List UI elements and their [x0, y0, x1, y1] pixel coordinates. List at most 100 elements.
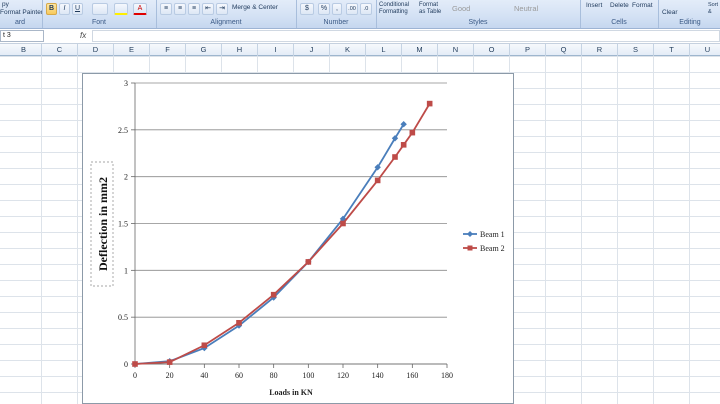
- chart-area[interactable]: 0 0.5 1 1.5 2 2.5 3 0 20 40 60 80 100 120 140 160 180 Loa…: [82, 73, 514, 404]
- y-axis-label[interactable]: Deflection in mm2: [96, 177, 110, 271]
- column-header[interactable]: U: [690, 44, 720, 56]
- format-painter-button[interactable]: Format Painter: [0, 9, 43, 16]
- sort-filter-button[interactable]: Sort & Filter: [708, 2, 719, 15]
- y-tick-label: 0: [124, 360, 128, 369]
- column-header[interactable]: T: [654, 44, 690, 56]
- clear-button[interactable]: Clear: [662, 9, 678, 16]
- column-header[interactable]: H: [222, 44, 258, 56]
- data-point[interactable]: [132, 361, 138, 367]
- percent-button[interactable]: %: [318, 3, 330, 15]
- grid-line: [41, 56, 42, 404]
- clipboard-group-label: ard: [14, 19, 26, 26]
- column-header[interactable]: L: [366, 44, 402, 56]
- number-group-label: Number: [323, 19, 349, 26]
- data-point[interactable]: [270, 291, 277, 298]
- line-chart[interactable]: 0 0.5 1 1.5 2 2.5 3 0 20 40 60 80 100 120 140 160 180 Loa…: [83, 74, 515, 404]
- merge-center-button[interactable]: Merge & Center: [232, 4, 278, 11]
- column-header[interactable]: M: [402, 44, 438, 56]
- y-tick-label: 3: [124, 79, 128, 88]
- y-tick-label: 2.5: [118, 126, 128, 135]
- data-point[interactable]: [374, 177, 381, 184]
- style-good[interactable]: Good: [452, 4, 471, 13]
- y-tick-label: 1: [124, 266, 128, 275]
- increase-indent-icon[interactable]: ⇥: [216, 3, 228, 15]
- currency-button[interactable]: $: [300, 3, 314, 15]
- group-divider: [658, 0, 659, 28]
- column-header[interactable]: B: [6, 44, 42, 56]
- column-header[interactable]: C: [42, 44, 78, 56]
- column-header[interactable]: D: [78, 44, 114, 56]
- column-header[interactable]: K: [330, 44, 366, 56]
- conditional-formatting-button[interactable]: Conditional Formatting: [379, 2, 410, 15]
- y-tick-label: 2: [124, 173, 128, 182]
- increase-decimal-button[interactable]: .00: [346, 3, 358, 15]
- column-header[interactable]: O: [474, 44, 510, 56]
- comma-button[interactable]: ,: [332, 3, 342, 15]
- underline-button[interactable]: U: [72, 3, 83, 15]
- cells-group-label: Cells: [611, 19, 627, 26]
- series-line[interactable]: [134, 123, 405, 365]
- delete-cells-button[interactable]: Delete: [610, 2, 629, 9]
- bold-button[interactable]: B: [46, 3, 57, 15]
- x-tick-label: 0: [133, 371, 137, 380]
- format-as-table-button[interactable]: Format as Table: [419, 2, 442, 15]
- data-point[interactable]: [409, 129, 416, 136]
- align-right-icon[interactable]: ≡: [188, 3, 200, 15]
- y-axis-label-selection[interactable]: [90, 161, 114, 287]
- column-header[interactable]: Q: [546, 44, 582, 56]
- data-point[interactable]: [201, 342, 208, 349]
- legend-label: Beam 2: [480, 244, 505, 253]
- x-tick-label: 100: [302, 371, 314, 380]
- grid-line: [617, 56, 618, 404]
- group-divider: [156, 0, 157, 28]
- series-line[interactable]: [134, 103, 431, 365]
- column-header[interactable]: S: [618, 44, 654, 56]
- column-header[interactable]: G: [186, 44, 222, 56]
- italic-button[interactable]: I: [59, 3, 70, 15]
- grid-line: [77, 56, 78, 404]
- column-header[interactable]: E: [114, 44, 150, 56]
- data-point[interactable]: [166, 359, 173, 365]
- alignment-group-label: Alignment: [210, 19, 242, 26]
- grid-line: [581, 56, 582, 404]
- data-point[interactable]: [236, 319, 242, 326]
- group-divider: [376, 0, 377, 28]
- column-header[interactable]: F: [150, 44, 186, 56]
- column-header[interactable]: N: [438, 44, 474, 56]
- data-point[interactable]: [400, 142, 407, 148]
- insert-cells-button[interactable]: Insert: [586, 2, 603, 9]
- format-cells-button[interactable]: Format: [632, 2, 653, 9]
- data-point[interactable]: [374, 164, 381, 171]
- data-point[interactable]: [391, 135, 399, 142]
- formula-bar: t 3 fx: [0, 29, 720, 44]
- ribbon: py Format Painter ard B I U A Font ≡ ≡ ≡…: [0, 0, 720, 29]
- column-header[interactable]: P: [510, 44, 546, 56]
- fill-color-icon[interactable]: [114, 3, 128, 15]
- data-point[interactable]: [400, 121, 407, 128]
- name-box[interactable]: t 3: [0, 30, 44, 42]
- column-header[interactable]: J: [294, 44, 330, 56]
- copy-button[interactable]: py: [2, 1, 9, 8]
- data-point[interactable]: [426, 100, 433, 107]
- legend-label: Beam 1: [480, 230, 505, 239]
- column-header[interactable]: R: [582, 44, 618, 56]
- style-neutral[interactable]: Neutral: [514, 4, 539, 13]
- grid-line: [545, 56, 546, 404]
- decrease-indent-icon[interactable]: ⇤: [202, 3, 214, 15]
- data-point[interactable]: [392, 154, 398, 160]
- x-tick-label: 20: [166, 371, 174, 380]
- editing-group-label: Editing: [679, 19, 701, 26]
- legend-marker: [467, 231, 473, 237]
- decrease-decimal-button[interactable]: .0: [360, 3, 372, 15]
- font-color-icon[interactable]: A: [133, 3, 147, 15]
- formula-input[interactable]: [92, 30, 720, 42]
- borders-icon[interactable]: [92, 3, 108, 15]
- styles-group-label: Styles: [468, 19, 488, 26]
- align-left-icon[interactable]: ≡: [160, 3, 172, 15]
- column-header[interactable]: I: [258, 44, 294, 56]
- data-point[interactable]: [340, 220, 346, 227]
- data-point[interactable]: [305, 259, 312, 265]
- align-center-icon[interactable]: ≡: [174, 3, 186, 15]
- insert-function-icon[interactable]: fx: [80, 31, 87, 40]
